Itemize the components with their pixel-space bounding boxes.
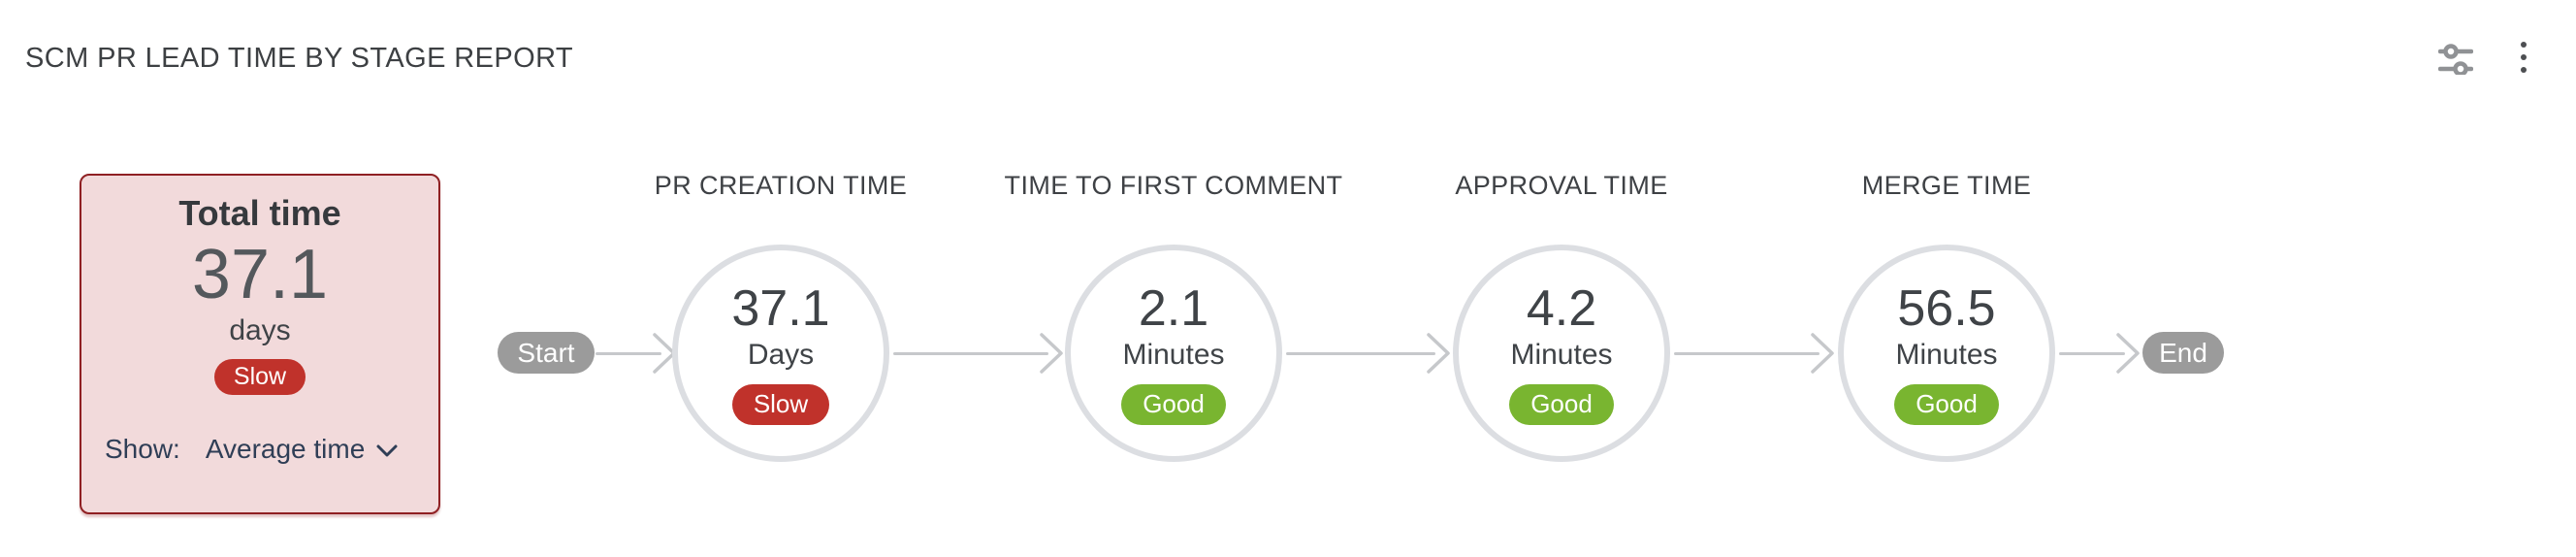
flow-arrow (2059, 332, 2141, 375)
stage-value: 56.5 (1897, 280, 1996, 338)
stage-unit: Minutes (1510, 338, 1613, 371)
stage-value: 37.1 (731, 280, 830, 338)
total-time-status-badge: Slow (213, 358, 306, 395)
sliders-icon (2437, 40, 2474, 78)
flow-end-pill: End (2142, 332, 2224, 374)
stage-status-badge: Good (1894, 383, 1999, 425)
flow-arrow (893, 332, 1064, 375)
total-time-card: Total time 37.1 days Slow Show: Average … (80, 174, 440, 514)
stage-label-approval-time: APPROVAL TIME (1455, 171, 1668, 200)
stage-unit: Minutes (1895, 338, 1998, 371)
filter-settings-button[interactable] (2434, 37, 2477, 80)
kebab-menu-icon (2518, 38, 2529, 80)
metric-dropdown-value: Average time (205, 433, 366, 464)
more-options-button[interactable] (2502, 37, 2545, 80)
flow-arrow (1286, 332, 1451, 375)
stage-value: 2.1 (1138, 280, 1209, 338)
chevron-down-icon (375, 434, 399, 465)
total-time-value: 37.1 (191, 236, 329, 313)
stage-unit: Days (747, 338, 815, 371)
stage-node-pr-creation-time: 37.1 Days Slow (672, 245, 889, 462)
show-row: Show: Average time (105, 434, 399, 465)
stage-label-time-to-first-comment: TIME TO FIRST COMMENT (1004, 171, 1343, 200)
show-label: Show: (105, 433, 180, 464)
stage-status-badge: Good (1121, 383, 1226, 425)
stage-label-merge-time: MERGE TIME (1861, 171, 2032, 200)
stage-label-pr-creation-time: PR CREATION TIME (654, 171, 908, 200)
flow-arrow (1674, 332, 1835, 375)
page-title: SCM PR LEAD TIME BY STAGE REPORT (25, 43, 574, 74)
total-time-unit: days (229, 313, 291, 346)
stage-node-merge-time: 56.5 Minutes Good (1838, 245, 2055, 462)
stage-status-badge: Good (1509, 383, 1614, 425)
flow-start-pill: Start (498, 332, 595, 374)
stage-node-time-to-first-comment: 2.1 Minutes Good (1065, 245, 1282, 462)
stage-status-badge: Slow (731, 383, 830, 425)
flow-arrow (596, 332, 677, 375)
stage-node-approval-time: 4.2 Minutes Good (1453, 245, 1670, 462)
stage-unit: Minutes (1122, 338, 1225, 371)
metric-dropdown[interactable]: Average time (206, 434, 399, 465)
total-time-title: Total time (178, 193, 341, 233)
stage-value: 4.2 (1526, 280, 1597, 338)
